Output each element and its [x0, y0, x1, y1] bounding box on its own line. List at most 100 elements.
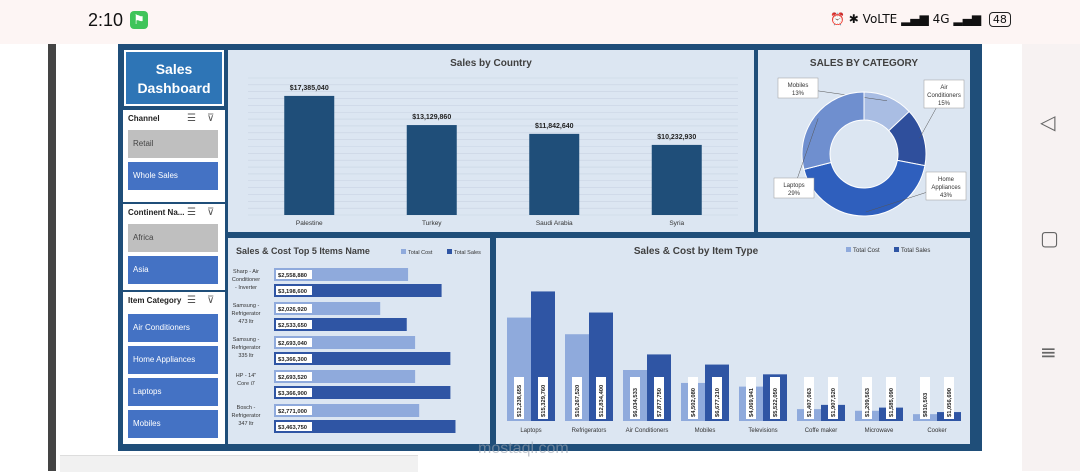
x-tick-label: Cooker — [927, 428, 946, 434]
data-label: $15,329,760 — [541, 385, 547, 417]
item-category-slicer: Item Category ☰ ⊽ Air Conditioners Home … — [123, 292, 225, 444]
data-label-box — [920, 377, 930, 419]
y-tick-label: HP - 14" — [236, 373, 257, 379]
slicer-item-mobiles[interactable]: Mobiles — [128, 410, 218, 438]
data-label: $6,034,533 — [633, 387, 639, 417]
slice-label: Air — [940, 85, 947, 91]
back-nav-icon[interactable]: ◁ — [1040, 110, 1056, 134]
bluetooth-icon: ✱ — [848, 12, 859, 26]
sales-by-category-chart: SALES BY CATEGORY Mobiles 13% Air Conditione… — [773, 58, 967, 217]
sales-by-category-panel: SALES BY CATEGORY Mobiles 13% Air Conditione… — [758, 50, 970, 232]
slicer-item-laptops[interactable]: Laptops — [128, 378, 218, 406]
y-tick-label: - Inverter — [235, 285, 257, 291]
data-label: $3,198,600 — [278, 289, 307, 295]
left-scroll-edge — [48, 44, 56, 471]
slice-label: Mobiles — [788, 83, 809, 89]
clear-filter-icon[interactable]: ⊽ — [207, 207, 215, 218]
data-label: $2,693,520 — [278, 375, 307, 381]
x-tick-label: Mobiles — [695, 428, 716, 434]
slicer-header: Item Category — [128, 296, 182, 305]
slice-percent: 43% — [940, 193, 953, 199]
clear-filter-icon[interactable]: ⊽ — [207, 295, 215, 306]
item-type-panel: Sales & Cost by Item Type Total Cost Total… — [496, 238, 970, 444]
sales-by-country-panel: Sales by Country $17,385,040 Palestine $13,… — [228, 50, 754, 232]
dashboard-title-line2: Dashboard — [137, 80, 211, 96]
slicer-item-air-conditioners[interactable]: Air Conditioners — [128, 314, 218, 342]
bar-sales — [274, 284, 442, 297]
signal-icon: ▂▄▆ — [901, 12, 929, 26]
chart-title: Sales & Cost Top 5 Items Name — [236, 246, 370, 256]
data-label: $5,522,050 — [773, 388, 779, 417]
multi-select-icon[interactable]: ☰ — [187, 295, 196, 306]
slicer-item-whole-sales[interactable]: Whole Sales — [128, 162, 218, 190]
dashboard-title: Sales Dashboard — [124, 50, 224, 106]
legend-swatch-sales — [894, 247, 899, 252]
data-label-box — [276, 406, 312, 415]
data-label: $1,209,563 — [865, 387, 871, 417]
data-label: $6,677,210 — [715, 388, 721, 417]
data-label-box — [804, 377, 814, 419]
battery-level: 48 — [988, 12, 1011, 27]
data-label-box — [276, 388, 312, 397]
multi-select-icon[interactable]: ☰ — [187, 113, 196, 124]
bar-palestine — [284, 95, 335, 215]
data-label: $13,129,860 — [412, 114, 451, 121]
data-label: $4,069,941 — [749, 387, 755, 417]
data-label: $2,533,650 — [278, 323, 307, 329]
y-tick-label: 473 ltr — [238, 319, 253, 325]
network-type: 4G — [932, 12, 950, 26]
data-label-box — [886, 377, 896, 419]
data-label: $2,771,000 — [278, 409, 307, 415]
y-tick-label: Samsung - — [233, 303, 260, 309]
slice-percent: 15% — [938, 101, 951, 107]
data-label-box — [276, 286, 312, 295]
status-icons: ⏰ ✱ VoLTE ▂▄▆ 4G ▂▄▆ 48 — [830, 12, 1011, 27]
slicer-item-home-appliances[interactable]: Home Appliances — [128, 346, 218, 374]
bar-turkey — [406, 125, 457, 215]
chart-title: SALES BY CATEGORY — [810, 58, 918, 69]
x-tick-label: Turkey — [422, 220, 442, 227]
x-tick-label: Televisions — [748, 428, 777, 434]
legend-label: Total Sales — [901, 248, 930, 254]
y-tick-label: Refrigerator — [231, 311, 260, 317]
data-label-box — [276, 320, 312, 329]
chart-title: Sales by Country — [450, 58, 532, 69]
label-box — [773, 177, 815, 199]
data-label: $17,385,040 — [290, 85, 329, 92]
slicer-header: Channel — [128, 114, 160, 123]
data-label: $810,503 — [923, 392, 929, 417]
x-tick-label: Air Conditioners — [626, 428, 669, 434]
legend-swatch-sales — [447, 249, 452, 254]
top-5-items-panel: Sales & Cost Top 5 Items Name Total Cost T… — [228, 238, 490, 444]
x-tick-label: Refrigerators — [572, 428, 607, 434]
y-tick-label: Conditioner — [232, 277, 260, 283]
data-label-box — [572, 377, 582, 419]
signal-icon-2: ▂▄▆ — [953, 12, 982, 26]
slice-label: Conditioners — [927, 93, 961, 99]
legend-label: Total Cost — [853, 248, 880, 254]
label-box — [923, 79, 965, 109]
sales-by-country-chart: Sales by Country $17,385,040 Palestine $13,… — [248, 58, 738, 227]
data-label-box — [746, 377, 756, 419]
multi-select-icon[interactable]: ☰ — [187, 207, 196, 218]
x-tick-label: Palestine — [296, 220, 323, 227]
data-label-box — [276, 422, 312, 431]
clear-filter-icon[interactable]: ⊽ — [207, 113, 215, 124]
data-label-box — [688, 377, 698, 419]
y-tick-label: 335 ltr — [238, 353, 253, 359]
bar-saudi-arabia — [529, 133, 580, 215]
data-label: $10,267,520 — [575, 385, 581, 417]
recents-nav-icon[interactable]: ≡ — [1040, 340, 1057, 364]
home-nav-icon[interactable]: ▢ — [1040, 226, 1059, 250]
slicer-item-africa[interactable]: Africa — [128, 224, 218, 252]
data-label-box — [276, 270, 312, 279]
navigation-bar — [1022, 44, 1080, 471]
data-label-box — [862, 377, 872, 419]
slicer-item-retail[interactable]: Retail — [128, 130, 218, 158]
data-label-box — [514, 377, 524, 419]
data-label: $1,056,690 — [947, 388, 953, 417]
slice-home-appliances — [803, 159, 926, 217]
data-label: $3,463,750 — [278, 425, 307, 431]
slicer-item-asia[interactable]: Asia — [128, 256, 218, 284]
slice-percent: 29% — [788, 191, 801, 197]
